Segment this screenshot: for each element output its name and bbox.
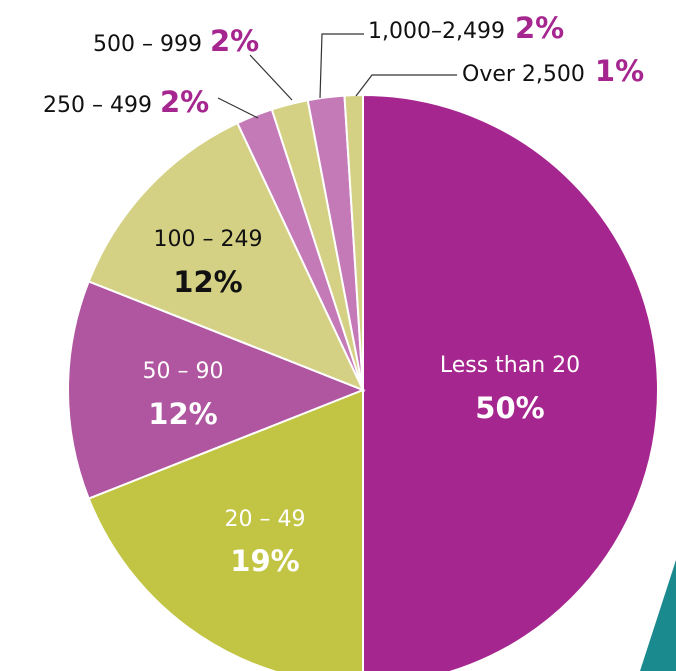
leader-line [217,97,259,119]
value-label: 19% [230,544,299,578]
value-label: 50% [475,391,544,425]
value-label: 2% [210,24,259,58]
slice-label: 50 – 90 [143,359,224,384]
pie-slice [67,280,366,500]
slice-label: 100 – 249 [154,227,263,252]
value-label: 12% [148,397,217,431]
leader-line [355,74,457,97]
pie-slice [362,93,659,671]
slice-label: 500 – 999 [93,32,202,57]
decoration [640,560,676,671]
value-label: 2% [160,85,209,119]
pie-slice [343,93,364,391]
value-label: 12% [173,265,242,299]
slice-label: 250 – 499 [43,93,152,118]
slice-label: Less than 20 [440,353,580,378]
value-label: 2% [515,11,564,45]
leader-line [319,33,364,99]
slice-label: 20 – 49 [225,507,306,532]
pie-slice [87,388,364,671]
slice-label: Over 2,500 [462,62,585,87]
value-label: 1% [595,54,644,88]
leader-line [249,54,293,101]
pie-slice [87,121,365,392]
slice-label: 1,000–2,499 [368,19,505,44]
